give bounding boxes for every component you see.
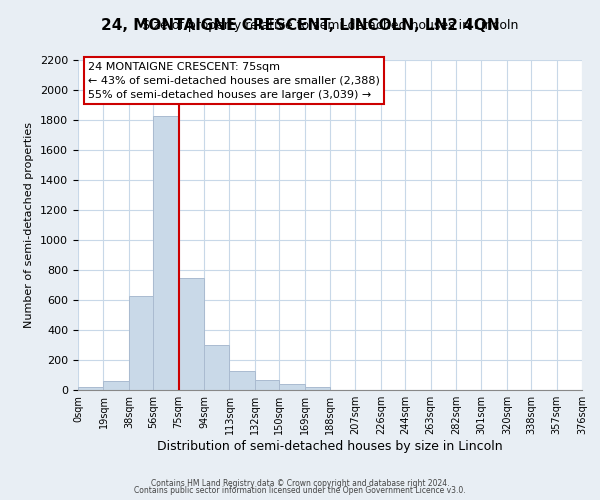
Bar bbox=[229, 370, 255, 390]
Bar bbox=[153, 116, 179, 390]
Bar bbox=[255, 380, 279, 390]
Bar bbox=[129, 296, 153, 390]
Bar bbox=[204, 345, 229, 390]
Bar bbox=[78, 387, 103, 390]
Bar bbox=[279, 384, 305, 390]
Title: Size of property relative to semi-detached houses in Lincoln: Size of property relative to semi-detach… bbox=[142, 20, 518, 32]
Text: 24 MONTAIGNE CRESCENT: 75sqm
← 43% of semi-detached houses are smaller (2,388)
5: 24 MONTAIGNE CRESCENT: 75sqm ← 43% of se… bbox=[88, 62, 380, 100]
Bar bbox=[103, 381, 129, 390]
Text: Contains public sector information licensed under the Open Government Licence v3: Contains public sector information licen… bbox=[134, 486, 466, 495]
Bar bbox=[179, 278, 204, 390]
Text: 24, MONTAIGNE CRESCENT, LINCOLN, LN2 4QN: 24, MONTAIGNE CRESCENT, LINCOLN, LN2 4QN bbox=[101, 18, 499, 32]
Y-axis label: Number of semi-detached properties: Number of semi-detached properties bbox=[25, 122, 34, 328]
X-axis label: Distribution of semi-detached houses by size in Lincoln: Distribution of semi-detached houses by … bbox=[157, 440, 503, 453]
Text: Contains HM Land Registry data © Crown copyright and database right 2024.: Contains HM Land Registry data © Crown c… bbox=[151, 478, 449, 488]
Bar bbox=[305, 387, 330, 390]
